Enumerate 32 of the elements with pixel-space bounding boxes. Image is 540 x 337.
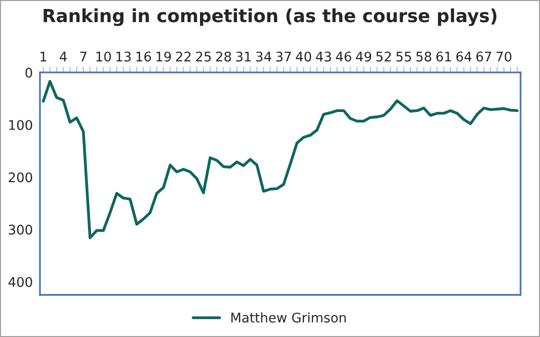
x-tick-label: 19: [156, 52, 171, 62]
x-tick-label: 70: [496, 52, 512, 62]
x-tick-label: 43: [316, 52, 331, 62]
x-tick-label: 34: [256, 52, 272, 62]
y-tick-label: 0: [25, 68, 32, 78]
x-tick-label: 31: [236, 52, 251, 62]
legend-label: Matthew Grimson: [231, 312, 346, 323]
y-tick-label: 200: [8, 172, 32, 182]
x-tick-label: 52: [376, 52, 391, 62]
x-tick-label: 7: [80, 52, 86, 62]
x-tick-label: 49: [356, 52, 372, 62]
line-series: [42, 80, 519, 240]
chart-title: Ranking in competition (as the course plays): [44, 8, 496, 26]
x-tick-label: 16: [136, 52, 151, 62]
x-tick-label: 67: [476, 52, 492, 62]
x-tick-label: 61: [436, 52, 451, 62]
y-tick-label: 100: [9, 120, 32, 130]
x-tick-label: 22: [176, 52, 191, 62]
x-tick-label: 10: [96, 52, 111, 62]
y-tick-label: 300: [8, 224, 32, 235]
x-tick-label: 40: [296, 52, 312, 62]
x-tick-label: 37: [276, 52, 291, 62]
x-tick-label: 25: [196, 52, 211, 62]
x-tick-label: 64: [456, 52, 472, 62]
x-tick-label: 13: [116, 52, 131, 62]
x-tick-label: 58: [416, 52, 432, 62]
y-tick-label: 400: [8, 277, 32, 287]
x-tick-label: 55: [396, 52, 411, 62]
x-tick-label: 46: [336, 52, 352, 62]
x-tick-label: 28: [216, 52, 232, 62]
x-tick-label: 1: [40, 52, 46, 62]
x-tick-label: 4: [60, 52, 67, 62]
